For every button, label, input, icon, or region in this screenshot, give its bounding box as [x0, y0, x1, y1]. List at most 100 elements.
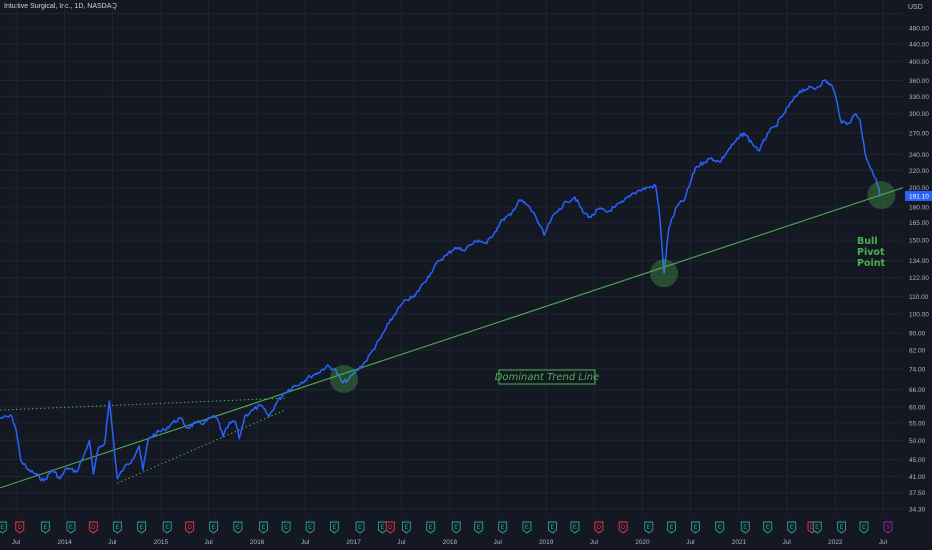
event-marker-letter: E — [69, 525, 73, 531]
event-marker-shape — [88, 521, 98, 534]
dominant-trend-line[interactable] — [0, 187, 904, 489]
event-marker-letter: E — [115, 525, 119, 531]
earnings-event-marker[interactable]: E — [787, 521, 797, 534]
earnings-event-marker[interactable]: E — [66, 521, 76, 534]
event-marker-letter: D — [810, 525, 815, 531]
earnings-event-marker[interactable]: E — [281, 521, 291, 534]
highlight-circle[interactable] — [867, 181, 896, 210]
event-marker-letter: E — [718, 525, 722, 531]
event-marker-shape — [837, 521, 847, 534]
event-marker-letter: E — [0, 525, 4, 531]
earnings-event-marker[interactable]: E — [812, 521, 822, 534]
trend-line-label[interactable]: Dominant Trend Line — [495, 372, 600, 383]
highlight-layer[interactable] — [329, 181, 896, 393]
earnings-event-marker[interactable]: E — [401, 521, 411, 534]
event-marker-shape — [474, 521, 484, 534]
earnings-event-marker[interactable]: E — [859, 521, 869, 534]
earnings-event-marker[interactable]: E — [377, 521, 387, 534]
channel-upper-line[interactable] — [0, 397, 285, 411]
earnings-event-marker[interactable]: E — [112, 521, 122, 534]
event-marker-letter: E — [862, 525, 866, 531]
event-marker-shape — [40, 521, 50, 534]
dividend-event-marker[interactable]: D — [385, 521, 395, 534]
earnings-event-marker[interactable]: E — [329, 521, 339, 534]
price-axis-tick-label: 55.00 — [909, 420, 926, 427]
price-axis-tick-label: 440.00 — [909, 41, 929, 48]
grid-layer — [0, 0, 903, 516]
earnings-event-marker[interactable]: E — [570, 521, 580, 534]
earnings-event-marker[interactable]: E — [355, 521, 365, 534]
bull-pivot-point-label[interactable]: Bull — [857, 236, 878, 247]
price-axis-tick-label: 50.00 — [909, 438, 926, 445]
earnings-event-marker[interactable]: E — [0, 521, 7, 534]
drawing-layer[interactable] — [0, 187, 904, 489]
earnings-event-marker[interactable]: E — [40, 521, 50, 534]
time-axis-tick-label: 2014 — [57, 539, 72, 546]
event-marker-shape — [15, 521, 25, 534]
event-marker-shape — [812, 521, 822, 534]
price-series-layer — [0, 79, 882, 482]
current-price-tag — [905, 190, 932, 201]
earnings-event-marker[interactable]: E — [233, 521, 243, 534]
earnings-event-marker[interactable]: E — [162, 521, 172, 534]
price-axis[interactable]: 34.30 37.50 41.00 45.00 50.00 55.00 60.00 66.00… — [905, 26, 932, 514]
highlight-circle[interactable] — [650, 259, 679, 288]
earnings-event-marker[interactable]: E — [522, 521, 532, 534]
price-axis-tick-label: 150.00 — [909, 238, 929, 245]
earnings-event-marker[interactable]: E — [690, 521, 700, 534]
dividend-event-marker[interactable]: D — [15, 521, 25, 534]
time-axis[interactable]: Jul 2014 Jul 2015 Jul 2016 Jul 2017 Jul 2018 Jul 20… — [12, 539, 888, 546]
price-axis-tick-label: 122.00 — [909, 275, 929, 282]
earnings-event-marker[interactable]: E — [740, 521, 750, 534]
event-marker-letter: E — [743, 525, 747, 531]
earnings-event-marker[interactable]: E — [837, 521, 847, 534]
earnings-event-marker[interactable]: E — [644, 521, 654, 534]
dividend-event-marker[interactable]: D — [594, 521, 604, 534]
event-marker-shape — [185, 521, 195, 534]
earnings-event-marker[interactable]: E — [498, 521, 508, 534]
event-marker-letter: D — [621, 525, 626, 531]
earnings-event-marker[interactable]: E — [474, 521, 484, 534]
event-marker-letter: E — [332, 525, 336, 531]
highlight-circle[interactable] — [329, 364, 358, 393]
event-marker-letter: E — [501, 525, 505, 531]
dividend-event-marker[interactable]: D — [185, 521, 195, 534]
bull-pivot-point-label[interactable]: Point — [857, 258, 886, 269]
earnings-event-marker[interactable]: E — [715, 521, 725, 534]
dividend-event-marker[interactable]: D — [618, 521, 628, 534]
event-marker-shape — [498, 521, 508, 534]
event-marker-letter: E — [815, 525, 819, 531]
bull-pivot-point-label[interactable]: Pivot — [857, 247, 885, 258]
event-marker-letter: E — [525, 525, 529, 531]
earnings-event-marker[interactable]: E — [426, 521, 436, 534]
earnings-event-marker[interactable]: E — [259, 521, 268, 534]
event-marker-shape — [385, 521, 395, 534]
earnings-event-marker[interactable]: E — [666, 521, 676, 534]
event-marker-shape — [137, 521, 147, 534]
split-event-marker[interactable]: S — [883, 521, 893, 534]
earnings-event-marker[interactable]: E — [209, 521, 219, 534]
earnings-event-marker[interactable]: E — [305, 521, 315, 534]
event-marker-shape — [281, 521, 291, 534]
time-axis-tick-label: Jul — [783, 539, 792, 546]
channel-lower-line[interactable] — [117, 409, 286, 484]
time-axis-tick-label: 2016 — [250, 539, 265, 546]
event-marker-shape — [401, 521, 411, 534]
price-axis-tick-label: 220.00 — [909, 168, 929, 175]
event-marker-shape — [883, 521, 893, 534]
dividend-event-marker[interactable]: D — [88, 521, 98, 534]
time-axis-tick-label: 2019 — [539, 539, 554, 546]
earnings-event-marker[interactable]: E — [763, 521, 773, 534]
earnings-event-marker[interactable]: E — [548, 521, 557, 534]
event-marker-shape — [548, 521, 557, 534]
price-axis-tick-label: 400.00 — [909, 59, 929, 66]
trend-line-label-box — [498, 369, 596, 385]
event-marker-letter: E — [429, 525, 433, 531]
earnings-event-marker[interactable]: E — [451, 521, 461, 534]
time-axis-tick-label: 2020 — [635, 539, 650, 546]
event-marker-shape — [209, 521, 219, 534]
earnings-event-marker[interactable]: E — [137, 521, 147, 534]
